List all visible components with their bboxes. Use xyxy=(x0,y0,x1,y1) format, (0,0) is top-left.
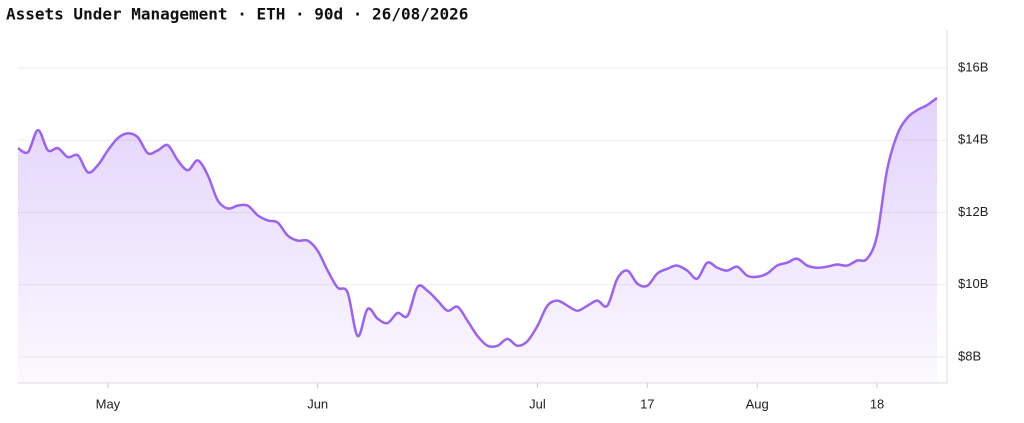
y-tick-label: $12B xyxy=(958,204,988,219)
chart-title: Assets Under Management · ETH · 90d · 26… xyxy=(6,5,468,24)
area-fill xyxy=(18,97,937,384)
x-tick-label: Jun xyxy=(307,396,328,411)
x-tick-label: Jul xyxy=(529,396,546,411)
line xyxy=(17,96,938,349)
y-tick-label: $16B xyxy=(958,59,988,74)
x-tick-label: 17 xyxy=(640,396,654,411)
y-tick-label: $10B xyxy=(958,276,988,291)
x-tick-label: May xyxy=(96,396,121,411)
y-tick-label: $8B xyxy=(958,348,981,363)
x-tick-label: Aug xyxy=(746,396,769,411)
y-tick-label: $14B xyxy=(958,132,988,147)
x-tick-label: 18 xyxy=(870,396,884,411)
